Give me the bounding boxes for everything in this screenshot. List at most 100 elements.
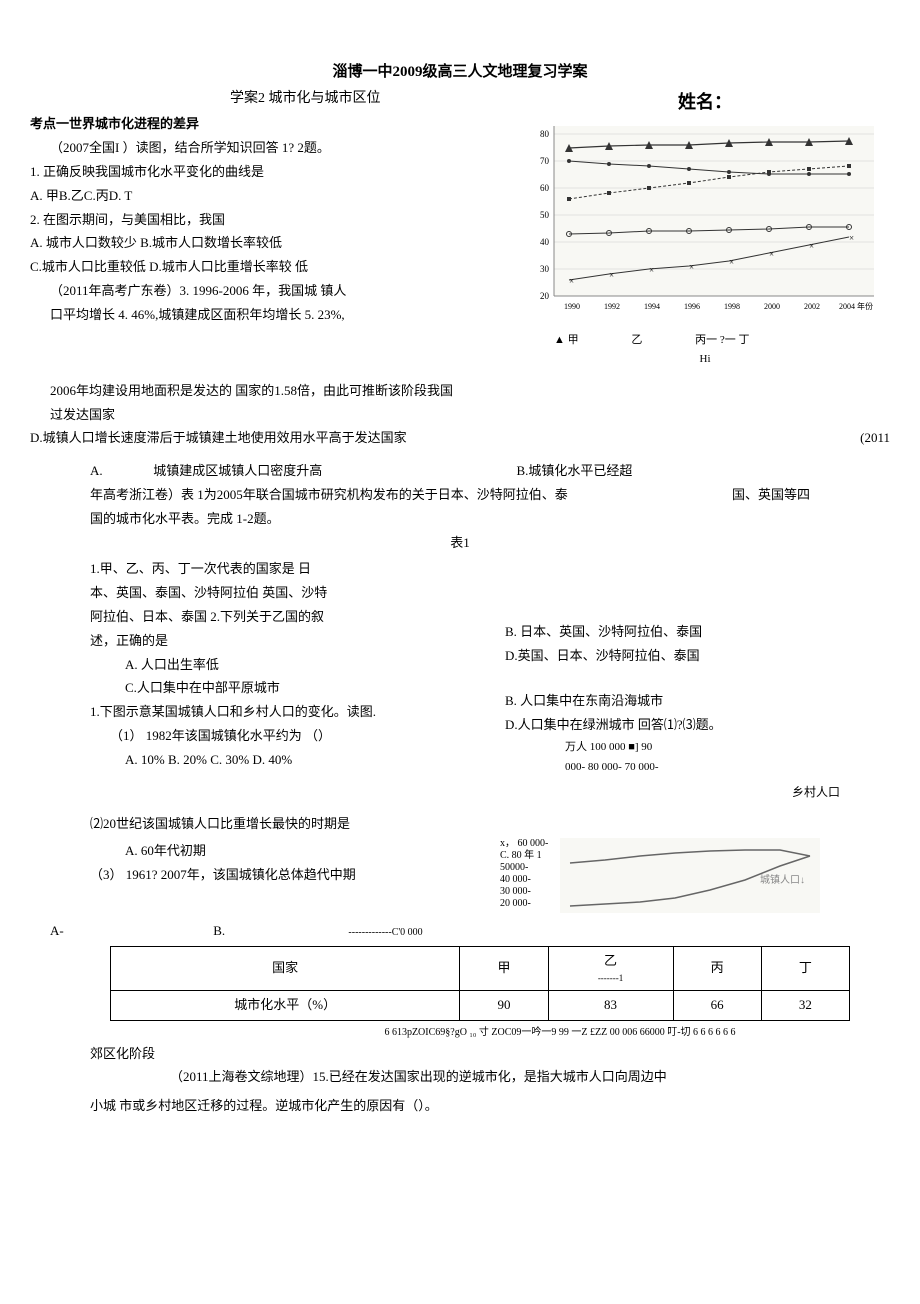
- q3-intro: （2011年高考广东卷）3. 1996-2006 年，我国城 镇人: [30, 281, 500, 302]
- svg-text:20: 20: [540, 291, 550, 301]
- svg-text:30: 30: [540, 264, 550, 274]
- svg-text:1998: 1998: [724, 302, 740, 311]
- s2-intro2: 国的城市化水平表。完成 1-2题。: [30, 509, 890, 530]
- q3-line4: 过发达国家: [30, 405, 890, 426]
- table-label: 表1: [30, 533, 890, 554]
- name-label: 姓名：: [520, 88, 890, 117]
- s2-q1-optC: C.人口集中在中部平原城市: [90, 678, 475, 699]
- svg-text:×: ×: [689, 262, 694, 272]
- svg-text:60: 60: [540, 183, 550, 193]
- page-title: 淄博一中2009级高三人文地理复习学案: [30, 60, 890, 84]
- s3-q2-optA: A. 60年代初期: [90, 841, 470, 862]
- q3-line2: 口平均增长 4. 46%,城镇建成区面积年均增长 5. 23%,: [30, 305, 500, 326]
- s2-q2-intro: 1.下图示意某国城镇人口和乡村人口的变化。读图.: [90, 702, 475, 723]
- svg-text:×: ×: [649, 265, 654, 275]
- table-row: 城市化水平（%） 90 83 66 32: [111, 990, 850, 1020]
- svg-text:×: ×: [849, 233, 854, 243]
- svg-text:1996: 1996: [684, 302, 700, 311]
- legend-hi: Hi: [524, 351, 886, 369]
- s3-q3: （3） 1961? 2007年，该国城镇化总体趋代中期: [90, 865, 470, 886]
- q1-opts: A. 甲B.乙C.丙D. T: [30, 186, 500, 207]
- s3-yleft2: 30 000-: [500, 886, 560, 898]
- legend-yi: 乙: [631, 332, 642, 350]
- s3-q2-optC: C. 80 年: [500, 850, 534, 861]
- chart2-yvals: 100 000 ■] 90: [590, 741, 653, 753]
- q3-optD: D.城镇人口增长速度滞后于城镇建土地使用效用水平高于发达国家: [30, 430, 407, 445]
- footer-codes: 6 613pZOIC69§?gO ₁₀ 寸 ZOC09一吟一9 99 一Z £Z…: [30, 1025, 890, 1041]
- s3-q2: ⑵20世纪该国城镇人口比重增长最快的时期是: [30, 814, 890, 835]
- chart2-ylabel: 万人: [565, 741, 587, 753]
- svg-text:城镇人口↓: 城镇人口↓: [760, 873, 805, 886]
- q3-year: (2011: [860, 428, 890, 449]
- q2-optC: C.城市人口比重较低 D.城市人口比重增长率较 低: [30, 257, 500, 278]
- table-rowlabel: 城市化水平（%）: [111, 990, 460, 1020]
- s3-yleft1: 40 000-: [500, 874, 560, 886]
- q2-optA: A. 城市人口数较少 B.城市人口数增长率较低: [30, 233, 500, 254]
- s2-optA: A.: [30, 461, 150, 482]
- s3-yleft3: 20 000-: [500, 898, 560, 910]
- chart1-legend: ▲ 甲 乙 丙一 ?一 丁: [524, 332, 886, 350]
- section1-heading: 考点一世界城市化进程的差异: [30, 114, 500, 135]
- q1-text: 1. 正确反映我国城市化水平变化的曲线是: [30, 162, 500, 183]
- q2-text: 2. 在图示期间，与美国相比，我国: [30, 210, 500, 231]
- table-header-3: 丙: [673, 946, 761, 990]
- svg-text:×: ×: [569, 276, 574, 286]
- table-cell-3: 32: [761, 990, 849, 1020]
- subtitle: 学案2 城市化与城市区位: [30, 88, 500, 110]
- svg-text:50: 50: [540, 210, 550, 220]
- svg-text:1990: 1990: [564, 302, 580, 311]
- table1: 国家 甲 乙-------1 丙 丁 城市化水平（%） 90 83 66 32: [110, 946, 850, 1021]
- table-header-4: 丁: [761, 946, 849, 990]
- s3-chart2-c: -------------C'0 000: [228, 927, 422, 938]
- svg-text:1992: 1992: [604, 302, 620, 311]
- s2-optA-text: 城镇建成区城镇人口密度升高: [153, 461, 513, 482]
- chart2-svg: 城镇人口↓: [560, 838, 820, 918]
- table-header-2: 乙-------1: [548, 946, 673, 990]
- table-header-0: 国家: [111, 946, 460, 990]
- chart1-container: 20 30 40 50 60 70 80 1990 1992 1994 1996…: [520, 117, 890, 373]
- table-cell-1: 83: [548, 990, 673, 1020]
- svg-text:×: ×: [769, 249, 774, 259]
- s2-q2-optD2: D.人口集中在绿洲城市 回答⑴?⑶题。: [505, 715, 890, 736]
- svg-text:×: ×: [729, 257, 734, 267]
- s2-optB: B.城镇化水平已经超: [517, 463, 633, 478]
- q15-intro: （2011上海卷文综地理）15.已经在发达国家出现的逆城市化，是指大城市人口向周…: [30, 1067, 890, 1088]
- legend-jia: ▲ 甲: [554, 332, 579, 350]
- table-cell-2: 66: [673, 990, 761, 1020]
- q-intro: （2007全国I ）读图，结合所学知识回答 1? 2题。: [30, 138, 500, 159]
- s2-q1-optA: A. 人口出生率低: [90, 655, 475, 676]
- s2-q1-l2: 本、英国、泰国、沙特阿拉伯 英国、沙特: [90, 583, 475, 604]
- s3-optC-label: x， 60 000-: [500, 838, 560, 850]
- rural-label: 乡村人口: [30, 783, 890, 802]
- s2-q2-sub1: （1） 1982年该国城镇化水平约为 （）: [90, 726, 475, 747]
- suburb-label: 郊区化阶段: [30, 1044, 890, 1065]
- s2-intro1: 年高考浙江卷）表 1为2005年联合国城市研究机构发布的关于日本、沙特阿拉伯、泰: [30, 487, 568, 502]
- chart1-svg: 20 30 40 50 60 70 80 1990 1992 1994 1996…: [524, 121, 884, 321]
- svg-text:80: 80: [540, 129, 550, 139]
- s2-q2-opts: A. 10% B. 20% C. 30% D. 40%: [90, 750, 475, 771]
- table-header-1: 甲: [460, 946, 548, 990]
- s2-q1-l4: 述，正确的是: [90, 631, 475, 652]
- svg-text:70: 70: [540, 156, 550, 166]
- s4-optB: B.: [213, 923, 225, 938]
- s2-q1-l3: 阿拉伯、日本、泰国 2.下列关于乙国的叙: [90, 607, 475, 628]
- svg-text:40: 40: [540, 237, 550, 247]
- q15-l2: 小城 市或乡村地区迁移的过程。逆城市化产生的原因有（）。: [30, 1096, 890, 1117]
- svg-text:2004 年份: 2004 年份: [839, 301, 873, 311]
- s2-q1-optB: B. 日本、英国、沙特阿拉伯、泰国: [505, 622, 890, 643]
- s2-q2-optB2: B. 人口集中在东南沿海城市: [505, 691, 890, 712]
- s2-q1: 1.甲、乙、丙、丁一次代表的国家是 日: [90, 559, 475, 580]
- s4-optA: A-: [50, 921, 210, 942]
- svg-text:×: ×: [809, 241, 814, 251]
- chart2-yvals2: 000- 80 000- 70 000-: [505, 759, 890, 777]
- svg-text:×: ×: [609, 270, 614, 280]
- table-row: 国家 甲 乙-------1 丙 丁: [111, 946, 850, 990]
- svg-text:1994: 1994: [644, 302, 660, 311]
- s2-intro1b: 国、英国等四: [732, 485, 890, 506]
- q3-line3: 2006年均建设用地面积是发达的 国家的1.58倍，由此可推断该阶段我国: [30, 381, 890, 402]
- svg-text:2000: 2000: [764, 302, 780, 311]
- s2-q1-optD: D.英国、日本、沙特阿拉伯、泰国: [505, 646, 890, 667]
- table-cell-0: 90: [460, 990, 548, 1020]
- svg-text:2002: 2002: [804, 302, 820, 311]
- legend-bing: 丙一 ?一 丁: [695, 332, 749, 350]
